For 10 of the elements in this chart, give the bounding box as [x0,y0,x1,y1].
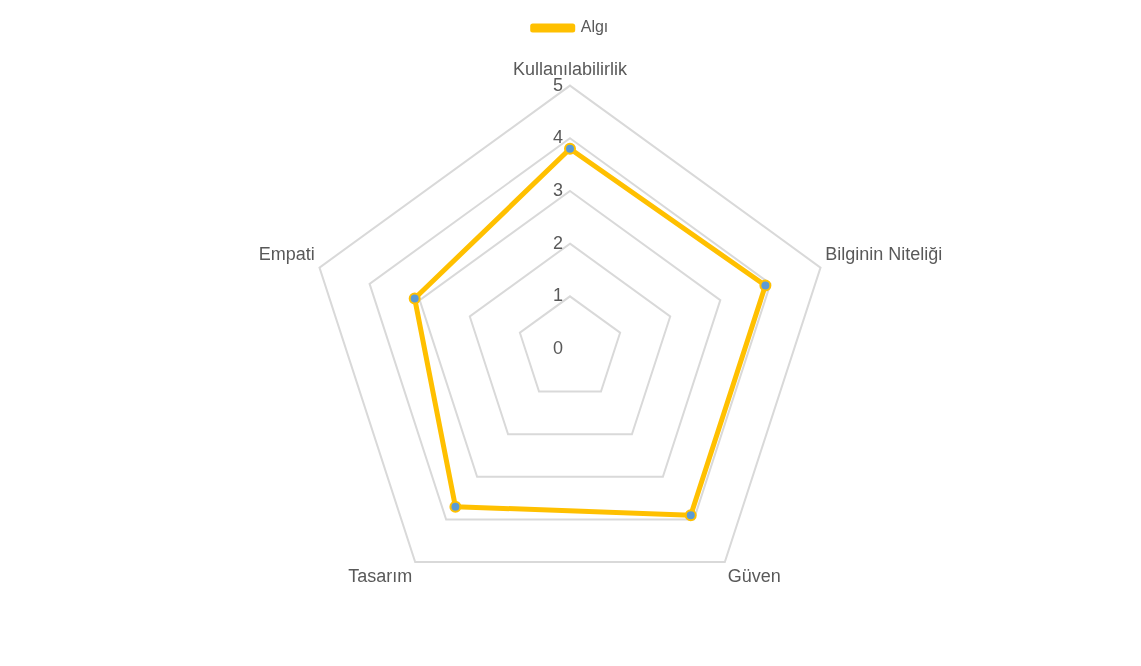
legend-label: Algı [580,18,609,36]
y-tick-label: 3 [552,179,564,200]
y-tick-label: 4 [552,127,564,148]
spoke-label: Bilginin Niteliği [825,244,943,265]
spoke-label: Güven [727,565,781,586]
spoke-label: Empati [258,244,315,265]
y-tick-label: 1 [552,285,564,306]
y-tick-label: 2 [552,232,564,253]
y-tick-label: 0 [552,337,564,358]
spoke-label: Tasarım [348,565,413,586]
